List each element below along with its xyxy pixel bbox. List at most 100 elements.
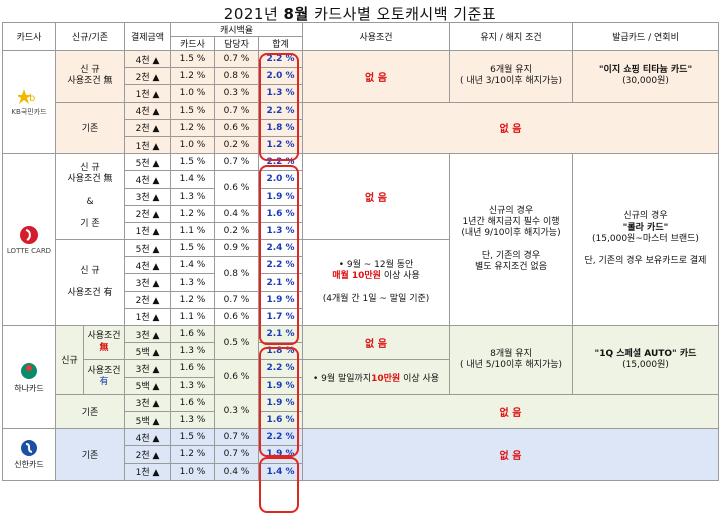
lotte-agent: 0.2 % [214,221,259,241]
hana-total: 1.8 % [258,342,303,361]
lotte-total: 1.9 % [258,187,303,206]
header-issued-card: 발급카드 / 연회비 [572,22,719,51]
kb-card: 1.0 % [170,135,215,155]
kb-card: 1.5 % [170,49,215,69]
kb-existing-none: 없 음 [302,101,719,155]
kb-maintain: 6개월 유지( 내년 3/10이후 해지가능) [449,50,573,103]
lotte-logo-icon [20,225,38,244]
hana-agent: 0.3 % [214,393,259,430]
lotte-new-yes-label: 신 규 사용조건 有 [55,239,125,326]
lotte-amt: 3천 ▲ [124,187,171,206]
kb-amt: 4천 ▲ [124,49,171,69]
hana-amt: 3천 ▲ [124,393,171,412]
shinhan-logo-icon [21,439,37,456]
lotte-amt: 5천 ▲ [124,239,171,258]
header-maintain-cancel: 유지 / 해지 조건 [449,22,573,51]
svg-text:b: b [29,93,35,104]
lotte-amt: 4천 ▲ [124,170,171,189]
shinhan-card: 1.0 % [170,462,215,481]
title-prefix: 2021년 [223,5,284,23]
lotte-agent: 0.7 % [214,153,259,172]
kb-card: 1.2 % [170,67,215,86]
hana-logo-cell: 하나카드 [2,324,56,430]
lotte-logo-text: LOTTE CARD [6,246,52,255]
shinhan-logo-text: 신한카드 [14,459,44,469]
hana-existing-label: 기존 [55,393,125,430]
lotte-card: 1.4 % [170,256,215,275]
shinhan-amt: 2천 ▲ [124,445,171,464]
hana-amt: 5백 ▲ [124,342,171,361]
hana-card: 1.6 % [170,359,215,378]
hana-agent: 0.5 % [214,324,259,361]
kb-usage-none: 없 음 [302,50,450,103]
lotte-new-none-label: 신 규 사용조건 無 & 기 존 [55,153,125,241]
header-total: 합계 [258,36,303,51]
hana-maintain: 8개월 유지( 내년 5/10이후 해지가능) [449,325,573,395]
shinhan-total: 2.2 % [258,428,303,447]
page-title: 2021년 8월 카드사별 오토캐시백 기준표 [0,3,720,24]
lotte-total: 2.0 % [258,170,303,189]
kb-card: 1.0 % [170,84,215,103]
kb-logo-cell: b KB국민카드 [2,49,56,155]
header-cashback: 캐시백율 [170,22,303,37]
shinhan-card: 1.2 % [170,445,215,464]
title-suffix: 카드사별 오토캐시백 기준표 [308,5,497,23]
shinhan-agent: 0.7 % [214,445,259,464]
lotte-logo-cell: LOTTE CARD [2,153,56,326]
lotte-amt: 2천 ▲ [124,290,171,309]
lotte-total: 1.3 % [258,221,303,241]
title-month: 8월 [283,5,309,23]
shinhan-none: 없 음 [302,428,719,481]
kb-card: 1.5 % [170,101,215,120]
lotte-agent: 0.8 % [214,256,259,292]
lotte-amt: 2천 ▲ [124,204,171,223]
kb-agent: 0.2 % [214,135,259,155]
shinhan-agent: 0.4 % [214,462,259,481]
hana-new-label: 신규 [55,325,84,395]
hana-card: 1.3 % [170,342,215,361]
shinhan-amt: 4천 ▲ [124,428,171,447]
shinhan-total: 1.4 % [258,462,303,481]
lotte-total: 2.4 % [258,239,303,258]
lotte-card: 1.5 % [170,153,215,172]
lotte-amt: 4천 ▲ [124,256,171,275]
kb-star-icon: b [18,89,35,105]
kb-existing-label: 기존 [55,101,125,155]
hana-cond-none: 사용조건 無 [83,324,125,361]
kb-agent: 0.8 % [214,67,259,86]
lotte-card-info: 신규의 경우 "롤라 카드" (15,000원~마스터 브랜드) 단, 기존의 경우 … [572,153,719,326]
lotte-card: 1.3 % [170,273,215,292]
kb-amt: 2천 ▲ [124,67,171,86]
shinhan-existing-label: 기존 [55,428,125,481]
header-agent-share: 담당자 [214,36,259,51]
lotte-amt: 5천 ▲ [124,153,171,172]
kb-amt: 1천 ▲ [124,135,171,155]
lotte-maintain: 신규의 경우 1년간 해지금지 필수 이행 (내년 9/10이후 해지가능) 단, 기… [449,153,573,326]
hana-total: 2.1 % [258,324,303,344]
hana-card: 1.3 % [170,376,215,395]
kb-logo-text: KB국민카드 [11,108,47,117]
hana-amt: 3천 ▲ [124,359,171,378]
lotte-total: 2.2 % [258,153,303,172]
hana-total: 2.2 % [258,359,303,378]
lotte-usage-condition: • 9월 ~ 12월 동안 매월 10만원 이상 사용 (4개월 간 1일 ~ 말일… [302,239,450,326]
hana-agent: 0.6 % [214,359,259,395]
hana-logo-icon [21,362,37,379]
hana-existing-none: 없 음 [302,393,719,430]
hana-logo-text: 하나카드 [14,383,44,393]
lotte-card: 1.5 % [170,239,215,258]
header-card-share: 카드사 [170,36,215,51]
lotte-total: 2.2 % [258,256,303,275]
lotte-total: 1.6 % [258,204,303,223]
kb-amt: 4천 ▲ [124,101,171,120]
kb-total: 2.0 % [258,67,303,86]
shinhan-logo-cell: 신한카드 [2,428,56,481]
hana-amt: 5백 ▲ [124,410,171,430]
kb-card-info: "이지 쇼핑 티타늄 카드" (30,000원) [572,50,719,103]
hana-card-info: "1Q 스페셜 AUTO" 카드 (15,000원) [572,325,719,395]
kb-amt: 2천 ▲ [124,118,171,137]
header-usage-condition: 사용조건 [302,22,450,51]
kb-new-label: 신 규 사용조건 無 [55,50,125,103]
header-card-company: 카드사 [2,22,56,51]
kb-total: 1.8 % [258,118,303,137]
